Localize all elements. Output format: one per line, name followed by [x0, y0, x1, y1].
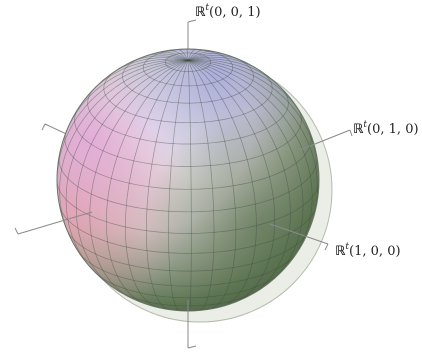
axis-x-front-tick — [324, 243, 329, 251]
axis-y-back-tick — [41, 123, 46, 131]
latitude-line — [164, 52, 212, 72]
longitude-line — [187, 60, 313, 265]
axis-y-front — [299, 129, 351, 151]
axis-x-left-tick — [14, 227, 19, 235]
longitude-line — [145, 60, 189, 311]
latitude-line — [58, 154, 318, 213]
latitude-line — [64, 130, 312, 190]
label-y-superscript: t — [363, 120, 368, 130]
longitude-line — [187, 60, 276, 304]
axis-x-front — [269, 223, 329, 245]
longitude-line — [187, 60, 237, 310]
latitude-line — [57, 179, 319, 234]
longitude-line — [187, 60, 304, 286]
axes-front — [14, 129, 353, 349]
longitude-line — [188, 60, 319, 174]
longitude-line — [187, 60, 257, 308]
longitude-line — [106, 60, 189, 306]
longitude-line — [187, 60, 215, 311]
longitude-line — [187, 60, 291, 297]
axis-label-z: ℝt(0, 0, 1) — [195, 3, 261, 20]
main-sphere — [56, 48, 320, 312]
axis-z-bottom-tick — [187, 345, 197, 349]
longitude-line — [57, 60, 189, 191]
latitude-line — [116, 288, 261, 307]
longitude-line — [59, 60, 189, 240]
latitude-line — [59, 203, 318, 254]
label-x-superscript: t — [345, 242, 350, 252]
label-y-symbol: ℝ — [353, 122, 364, 137]
longitude-line — [187, 60, 192, 311]
label-z-symbol: ℝ — [195, 5, 206, 20]
longitude-line — [125, 60, 189, 309]
label-y-coords: (0, 1, 0) — [367, 122, 419, 137]
axis-label-x: ℝt(1, 0, 0) — [335, 242, 401, 259]
longitude-line — [75, 60, 189, 290]
latitude-line — [65, 228, 310, 272]
longitude-line — [89, 60, 189, 300]
longitude-line — [187, 60, 318, 229]
longitude-line — [65, 60, 189, 273]
longitude-line — [167, 50, 189, 61]
latitude-line — [93, 270, 282, 299]
longitude-line — [168, 60, 189, 311]
latitude-line — [77, 251, 298, 287]
axis-y-front-tick — [349, 129, 353, 137]
label-z-coords: (0, 0, 1) — [209, 5, 261, 20]
label-x-coords: (1, 0, 0) — [349, 244, 401, 259]
label-z-superscript: t — [205, 3, 210, 13]
label-x-symbol: ℝ — [335, 244, 346, 259]
latitude-line — [142, 49, 234, 87]
axis-x-left — [17, 211, 93, 235]
axis-z-tick — [187, 19, 197, 23]
axis-label-y: ℝt(0, 1, 0) — [353, 120, 419, 137]
